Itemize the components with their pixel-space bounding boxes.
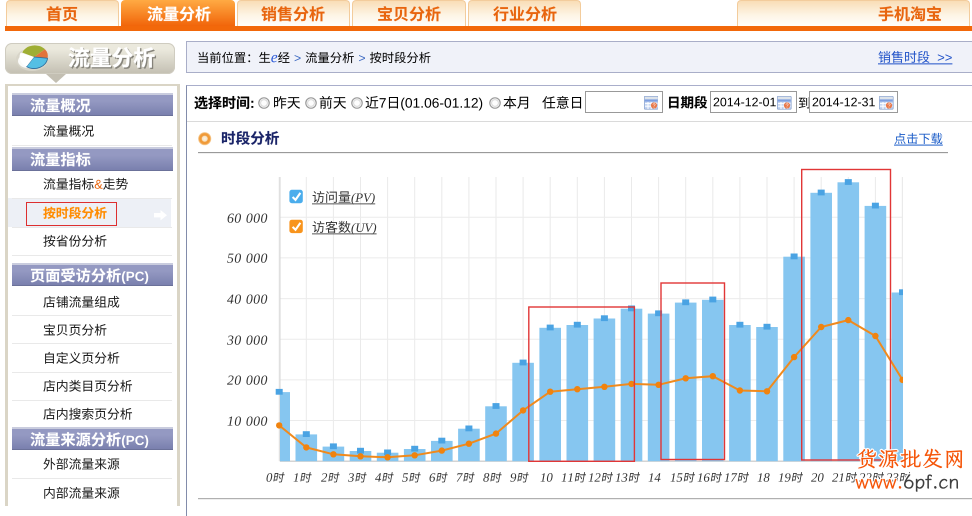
svg-text:?: ? [652, 104, 655, 110]
svg-text:?: ? [887, 104, 890, 110]
svg-text:?: ? [785, 104, 788, 110]
